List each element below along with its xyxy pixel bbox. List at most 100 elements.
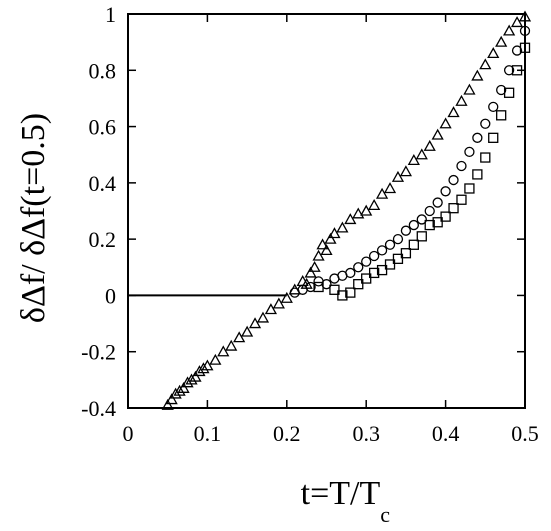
circle-point	[480, 118, 491, 129]
circle-point	[361, 256, 372, 267]
triangle-point	[439, 117, 452, 129]
triangle-point	[320, 244, 333, 256]
x-tick-label: 0.4	[432, 421, 460, 446]
triangle-point	[193, 365, 206, 377]
triangle-point	[240, 325, 254, 337]
plot-frame-group	[127, 13, 526, 409]
circle-point	[424, 205, 435, 217]
plot-frame	[127, 13, 526, 409]
y-tick-label: -0.2	[81, 340, 116, 365]
square-point	[408, 239, 419, 250]
triangle-point	[209, 353, 222, 365]
triangle-point	[308, 260, 321, 272]
triangle-point	[518, 10, 532, 22]
triangle-point	[368, 199, 381, 211]
triangle-point	[407, 154, 420, 165]
y-tick-label: 1	[105, 2, 116, 27]
circle-point	[305, 281, 316, 293]
triangle-point	[344, 213, 357, 225]
square-point	[337, 290, 348, 301]
triangle-point	[197, 362, 210, 374]
triangle-point	[324, 232, 337, 244]
triangle-point	[471, 69, 484, 81]
square-point	[313, 281, 324, 293]
circle-point	[384, 239, 396, 250]
x-tick-label: 0.3	[352, 421, 380, 446]
triangle-point	[423, 139, 436, 151]
circle-point	[464, 146, 475, 158]
circle-point	[353, 262, 364, 273]
square-point	[440, 211, 451, 222]
triangle-point	[383, 182, 397, 194]
y-tick-label: -0.4	[81, 396, 116, 421]
x-tick-label: 0	[123, 421, 134, 446]
x-axis-label-main: t=T/T	[301, 475, 381, 512]
square-point	[424, 219, 435, 231]
square-point	[488, 132, 499, 143]
triangle-point	[463, 83, 476, 95]
x-tick-label: 0.2	[273, 421, 301, 446]
triangle-point	[316, 238, 329, 250]
triangle-point	[177, 381, 190, 393]
triangle-point	[233, 331, 246, 343]
circle-point	[416, 214, 427, 225]
circle-point	[321, 279, 332, 290]
triangle-point	[431, 128, 444, 140]
y-tick-label: 0.6	[89, 115, 117, 140]
triangle-point	[391, 170, 405, 182]
triangle-point	[455, 94, 468, 106]
square-point	[384, 259, 396, 270]
circle-point	[440, 186, 451, 197]
square-point	[376, 264, 388, 276]
triangle-point	[201, 359, 214, 371]
circle-point	[400, 225, 412, 236]
triangle-point	[352, 207, 365, 219]
triangle-point	[248, 317, 262, 329]
square-point	[392, 253, 404, 264]
triangle-point	[375, 187, 389, 199]
square-point	[480, 152, 491, 163]
square-point	[432, 217, 443, 228]
triangle-point	[185, 373, 198, 385]
y-tick-label: 0.2	[89, 227, 117, 252]
triangle-point	[165, 393, 178, 405]
circle-point	[496, 84, 507, 96]
circle-point	[392, 233, 404, 245]
triangle-point	[264, 303, 278, 315]
triangle-point	[256, 311, 270, 323]
circle-point	[345, 267, 356, 279]
triangle-point	[173, 384, 186, 396]
circle-point	[472, 132, 483, 143]
triangle-point	[336, 221, 349, 233]
square-point	[368, 267, 380, 279]
circle-point	[456, 160, 467, 172]
triangle-point	[487, 47, 500, 59]
triangle-point	[280, 291, 293, 303]
circle-point	[511, 45, 523, 56]
triangle-point	[161, 398, 174, 410]
triangle-point	[399, 165, 413, 177]
square-point	[472, 169, 483, 180]
x-tick-label: 0.5	[511, 421, 539, 446]
square-point	[400, 248, 412, 259]
x-tick-label: 0.1	[194, 421, 222, 446]
triangle-point	[181, 376, 194, 388]
circle-point	[519, 25, 531, 37]
triangle-point	[225, 339, 238, 351]
triangle-point	[447, 106, 460, 118]
x-axis-label: t=T/Tc	[301, 475, 391, 527]
circle-point	[376, 245, 388, 256]
square-point	[464, 183, 475, 194]
circle-point	[408, 219, 419, 231]
triangle-point	[503, 24, 516, 36]
triangle-point	[217, 345, 230, 357]
circle-point	[503, 65, 515, 76]
circle-point	[488, 101, 499, 113]
triangle-point	[510, 16, 524, 28]
triangle-point	[495, 35, 508, 47]
triangle-point	[304, 266, 317, 278]
y-tick-label: 0	[105, 283, 116, 308]
square-point	[456, 194, 467, 205]
y-axis-label: δΔf/ δΔf(t=0.5)	[15, 113, 52, 323]
square-point	[416, 231, 427, 242]
